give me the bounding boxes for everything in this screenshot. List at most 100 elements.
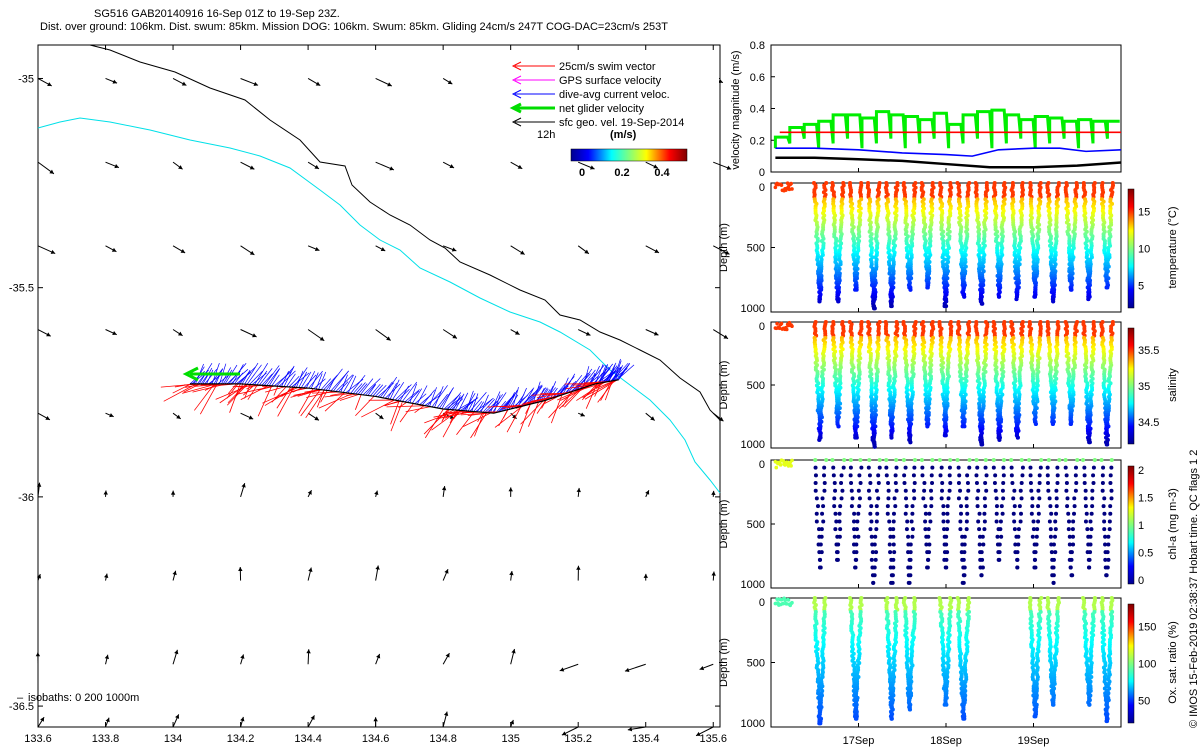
geo-vector-head — [249, 250, 255, 255]
profile-point — [1018, 519, 1023, 524]
profile-point — [1090, 504, 1095, 509]
sfc-series — [775, 156, 1122, 169]
profile-point — [962, 424, 967, 429]
profile-point — [859, 465, 864, 470]
profile-point — [983, 504, 988, 509]
geo-vector-head — [240, 716, 245, 722]
profile-point — [1084, 511, 1089, 516]
profile-point — [1102, 511, 1107, 516]
current-vector — [595, 364, 604, 384]
profile-point — [902, 481, 907, 486]
current-vector — [443, 394, 460, 410]
profile-point — [997, 550, 1002, 555]
profile-point — [904, 504, 909, 509]
profile-point — [945, 527, 950, 532]
profile-point — [813, 465, 818, 470]
profile-point — [992, 481, 997, 486]
map-ytick-label: -35 — [18, 73, 34, 85]
geo-vector-head — [559, 667, 565, 672]
profile-point — [869, 534, 874, 539]
profile-point — [1049, 550, 1054, 555]
swim-vector — [525, 403, 531, 414]
profile-point — [998, 527, 1003, 532]
profile-point — [784, 327, 789, 332]
swim-vector — [456, 411, 475, 435]
swim-vector — [297, 389, 321, 397]
profile-point — [781, 459, 786, 463]
profile-point — [980, 557, 985, 562]
profile-point — [1049, 542, 1054, 547]
current-vector — [517, 387, 527, 408]
geo-vector-head — [310, 715, 315, 720]
profile-point — [1051, 542, 1056, 547]
profile-point — [1036, 488, 1041, 493]
profile-point — [837, 519, 842, 524]
profile-point — [926, 527, 931, 532]
profile-point — [919, 458, 924, 462]
profile-point — [1067, 542, 1072, 547]
profile-point — [891, 534, 896, 539]
profile-point — [893, 473, 898, 478]
current-vector — [441, 388, 454, 409]
geo-vector-head — [590, 165, 595, 170]
profile-point — [1010, 481, 1015, 486]
profile-point — [947, 465, 952, 470]
profile-point — [1048, 534, 1053, 539]
profile-point — [901, 458, 906, 462]
profile-point — [835, 550, 840, 555]
profile-point — [1109, 465, 1114, 470]
swim-vector — [330, 392, 346, 396]
profile-point — [849, 488, 854, 493]
profile-point — [1105, 550, 1110, 555]
profile-point — [1029, 511, 1034, 516]
temperature-cblabel: temperature (°C) — [1167, 206, 1179, 288]
profile-point — [1019, 496, 1024, 501]
profile-point — [1001, 481, 1006, 486]
profile-point — [837, 534, 842, 539]
geo-vector-head — [387, 82, 392, 87]
profile-point — [891, 511, 896, 516]
swim-vector — [355, 395, 375, 417]
current-vector — [613, 358, 621, 381]
profile-point — [1046, 488, 1051, 493]
profile-point — [1063, 465, 1068, 470]
swim-vector — [562, 391, 572, 408]
swim-vector — [399, 403, 414, 423]
swim-vector — [506, 406, 522, 433]
current-vector — [259, 368, 273, 386]
map-xtick-label: 133.6 — [24, 733, 52, 745]
swim-vector — [227, 383, 237, 394]
current-vector — [560, 377, 569, 396]
geo-vector-head — [178, 165, 183, 170]
glider-track — [160, 358, 635, 439]
current-vector — [271, 374, 280, 387]
profile-point — [940, 488, 945, 493]
profile-point — [939, 465, 944, 470]
profile-point — [939, 496, 944, 501]
profile-point — [977, 511, 982, 516]
profile-point — [869, 504, 874, 509]
profile-point — [830, 458, 835, 462]
profile-point — [1087, 557, 1092, 562]
profile-point — [1045, 481, 1050, 486]
swim-vector — [446, 411, 473, 417]
legend-label: dive-avg current veloc. — [559, 89, 670, 101]
geo-vector-head — [36, 482, 42, 487]
geo-vector-head — [45, 415, 50, 420]
profile-point — [910, 511, 915, 516]
profile-point — [884, 458, 889, 462]
depth-tick-label: 0 — [759, 459, 765, 471]
profile-point — [908, 550, 913, 555]
geo-vector-head — [444, 569, 449, 574]
profile-point — [967, 465, 972, 470]
legend-arrowhead — [511, 75, 522, 85]
swim-vector — [414, 405, 425, 413]
profile-point — [1089, 511, 1094, 516]
swim-vector — [276, 386, 292, 409]
profile-point — [874, 488, 879, 493]
profile-point — [984, 488, 989, 493]
map-xtick-label: 134.4 — [294, 733, 322, 745]
profile-point — [817, 565, 822, 570]
profile-point — [994, 496, 999, 501]
